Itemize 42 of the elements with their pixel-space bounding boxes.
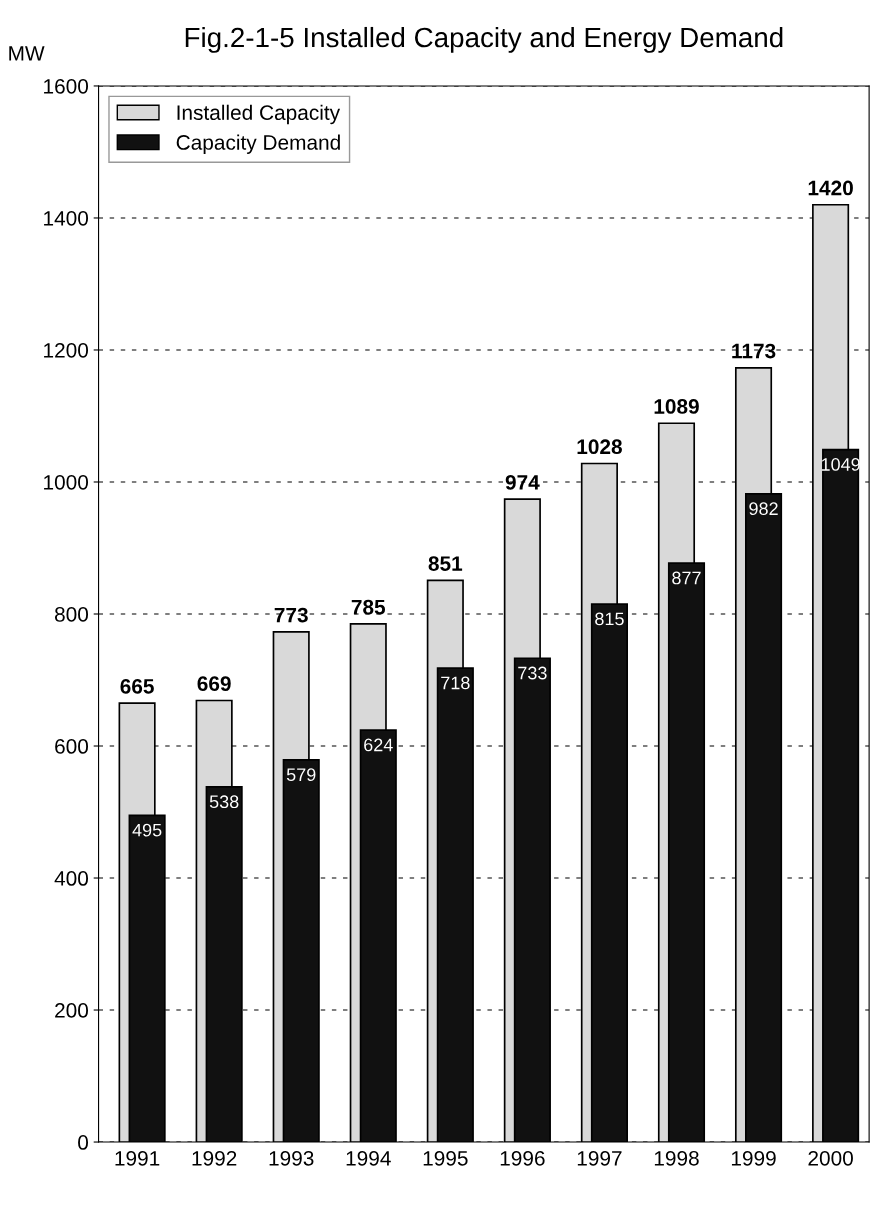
data-label: 1028 [577, 439, 622, 455]
data-label: 495 [132, 823, 162, 837]
data-label: 974 [505, 475, 540, 490]
x-tick-label: 1998 [654, 1150, 699, 1166]
data-label: 1089 [654, 399, 699, 414]
chart-title: Fig.2-1-5 Installed Capacity and Energy Demand [185, 26, 783, 53]
x-tick-label: 1995 [423, 1150, 468, 1166]
y-tick-label: 1600 [44, 78, 89, 94]
y-tick-label: 1400 [44, 210, 89, 226]
data-label: 669 [197, 676, 231, 692]
data-label: 624 [364, 738, 393, 752]
data-label: 718 [441, 676, 470, 690]
data-label: 538 [209, 795, 239, 809]
y-tick-label: 600 [55, 739, 89, 754]
data-label: 665 [120, 678, 154, 694]
data-label: 877 [672, 571, 701, 585]
data-label: 982 [749, 502, 778, 516]
data-label: 773 [274, 607, 308, 623]
y-tick-label: 0 [78, 1135, 89, 1150]
y-tick-label: 400 [54, 871, 89, 886]
legend-label: Installed Capacity [177, 104, 341, 125]
x-tick-label: 1992 [192, 1150, 237, 1166]
y-tick-label: 1000 [44, 474, 89, 490]
y-tick-label: 1200 [44, 342, 89, 358]
x-tick-label: 2000 [808, 1150, 853, 1166]
y-axis-title: MW [9, 46, 45, 61]
data-label: 733 [518, 666, 547, 680]
x-tick-label: 1994 [346, 1150, 391, 1166]
data-label: 815 [595, 612, 624, 626]
data-label: 785 [351, 599, 386, 615]
y-tick-label: 800 [54, 607, 89, 622]
data-label: 1173 [732, 343, 776, 359]
x-tick-label: 1996 [500, 1150, 545, 1166]
data-label: 851 [428, 556, 463, 571]
x-tick-label: 1991 [115, 1150, 160, 1166]
data-label: 1420 [808, 180, 853, 196]
legend-label: Capacity Demand [176, 134, 340, 154]
x-tick-label: 1993 [269, 1150, 314, 1166]
x-tick-label: 1999 [731, 1150, 776, 1166]
data-label: 579 [286, 768, 316, 782]
x-tick-label: 1997 [577, 1150, 622, 1166]
y-tick-label: 200 [55, 1003, 89, 1018]
